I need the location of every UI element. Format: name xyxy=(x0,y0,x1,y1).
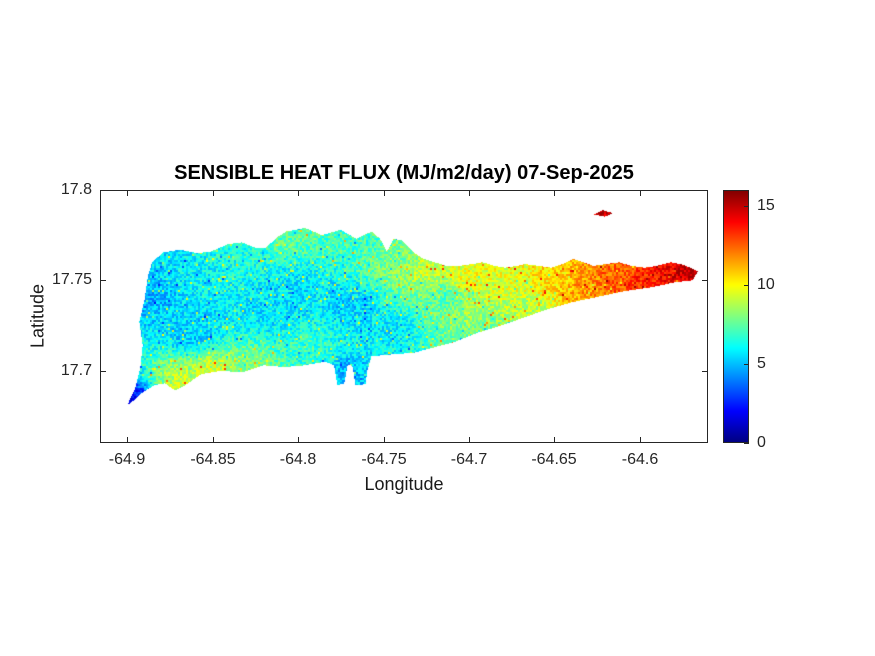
y-tick-label: 17.8 xyxy=(60,181,92,198)
colorbar-tick-label: 15 xyxy=(757,197,775,214)
x-tick-label: -64.7 xyxy=(450,451,488,468)
island-heatmap-canvas xyxy=(100,190,708,443)
x-tick-mark xyxy=(127,437,128,443)
y-tick-mark xyxy=(100,280,106,281)
x-tick-mark-top xyxy=(298,190,299,196)
y-tick-mark-right xyxy=(702,280,708,281)
chart-title: SENSIBLE HEAT FLUX (MJ/m2/day) 07-Sep-20… xyxy=(174,162,634,184)
x-tick-mark xyxy=(469,437,470,443)
x-tick-mark-top xyxy=(213,190,214,196)
x-tick-mark xyxy=(298,437,299,443)
x-tick-mark xyxy=(640,437,641,443)
x-tick-mark-top xyxy=(127,190,128,196)
colorbar-tick-mark xyxy=(744,364,749,365)
y-tick-mark xyxy=(100,190,106,191)
colorbar-tick-mark xyxy=(744,285,749,286)
colorbar-tick-label: 10 xyxy=(757,276,775,293)
x-tick-label: -64.6 xyxy=(621,451,659,468)
y-tick-label: 17.7 xyxy=(60,362,92,379)
x-tick-label: -64.9 xyxy=(108,451,146,468)
x-tick-mark xyxy=(384,437,385,443)
x-tick-label: -64.8 xyxy=(279,451,317,468)
y-tick-mark-right xyxy=(702,371,708,372)
x-tick-mark xyxy=(554,437,555,443)
x-tick-mark-top xyxy=(469,190,470,196)
y-axis-label: Latitude xyxy=(27,283,48,349)
y-tick-label: 17.75 xyxy=(51,271,92,288)
y-tick-mark-right xyxy=(702,190,708,191)
x-tick-label: -64.85 xyxy=(190,451,236,468)
x-tick-mark xyxy=(213,437,214,443)
x-tick-label: -64.65 xyxy=(531,451,577,468)
x-axis-label: Longitude xyxy=(364,474,444,494)
colorbar-tick-mark xyxy=(744,443,749,444)
y-tick-mark xyxy=(100,371,106,372)
x-tick-mark-top xyxy=(640,190,641,196)
x-tick-label: -64.75 xyxy=(361,451,407,468)
colorbar-tick-label: 5 xyxy=(757,355,766,372)
x-tick-mark-top xyxy=(384,190,385,196)
colorbar-tick-label: 0 xyxy=(757,434,766,451)
colorbar-tick-mark xyxy=(744,206,749,207)
x-tick-mark-top xyxy=(554,190,555,196)
colorbar-gradient-canvas xyxy=(723,190,749,443)
